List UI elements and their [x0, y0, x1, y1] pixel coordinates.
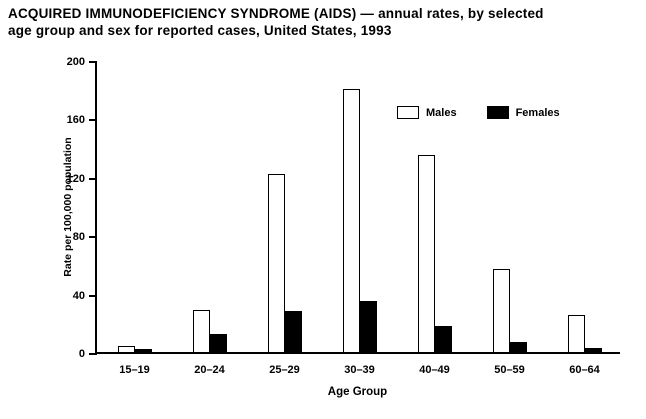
y-tick-mark — [89, 353, 97, 355]
bar-females-50–59 — [509, 342, 527, 352]
x-axis-label: Age Group — [327, 386, 388, 398]
bar-females-30–39 — [359, 301, 377, 352]
y-tick-label: 0 — [78, 348, 85, 360]
bar-females-20–24 — [209, 334, 227, 352]
legend-item-females: Females — [486, 106, 560, 119]
bar-males-25–29 — [267, 174, 285, 352]
bar-males-50–59 — [492, 269, 510, 352]
bar-males-60–64 — [567, 315, 585, 352]
x-tick-label: 30–39 — [344, 364, 375, 376]
legend-label-males: Males — [426, 106, 457, 119]
y-tick-mark — [89, 294, 97, 297]
bar-males-40–49 — [417, 155, 435, 352]
x-tick-label: 15–19 — [119, 364, 150, 376]
chart-title-line2: age group and sex for reported cases, Un… — [8, 23, 392, 39]
x-tick-label: 40–49 — [419, 364, 450, 376]
y-tick-mark — [89, 61, 97, 63]
y-tick-label: 40 — [72, 289, 85, 302]
x-tick-label: 20–24 — [194, 364, 225, 376]
chart-title-line1: ACQUIRED IMMUNODEFICIENCY SYNDROME (AIDS… — [8, 6, 544, 21]
y-tick-label: 160 — [66, 114, 85, 127]
y-axis-label: Rate per 100,000 population — [62, 137, 74, 277]
bar-females-60–64 — [584, 348, 602, 352]
bar-females-40–49 — [434, 326, 452, 352]
bar-males-30–39 — [342, 89, 360, 352]
y-tick-mark — [89, 177, 97, 180]
x-tick-label: 50–59 — [494, 364, 525, 376]
legend: Males Females — [397, 106, 560, 119]
y-tick-mark — [89, 119, 97, 122]
bar-females-15–19 — [134, 349, 152, 352]
chart-title: ACQUIRED IMMUNODEFICIENCY SYNDROME (AIDS… — [8, 5, 640, 40]
legend-item-males: Males — [397, 106, 457, 119]
bar-males-20–24 — [192, 310, 210, 352]
legend-swatch-females — [486, 106, 509, 119]
plot-area: Males Females 0 40 80 120 160 200 15–19 20–24 25–… — [67, 56, 620, 376]
y-tick-mark — [89, 236, 97, 239]
y-tick-label: 80 — [72, 231, 85, 244]
legend-label-females: Females — [515, 106, 560, 119]
x-tick-label: 25–29 — [269, 364, 300, 376]
bar-males-15–19 — [117, 346, 135, 352]
bar-females-25–29 — [284, 311, 302, 352]
y-tick-label: 200 — [66, 56, 85, 68]
x-tick-label: 60–64 — [569, 364, 600, 376]
y-tick-label: 120 — [66, 172, 85, 185]
legend-swatch-males — [397, 106, 419, 119]
